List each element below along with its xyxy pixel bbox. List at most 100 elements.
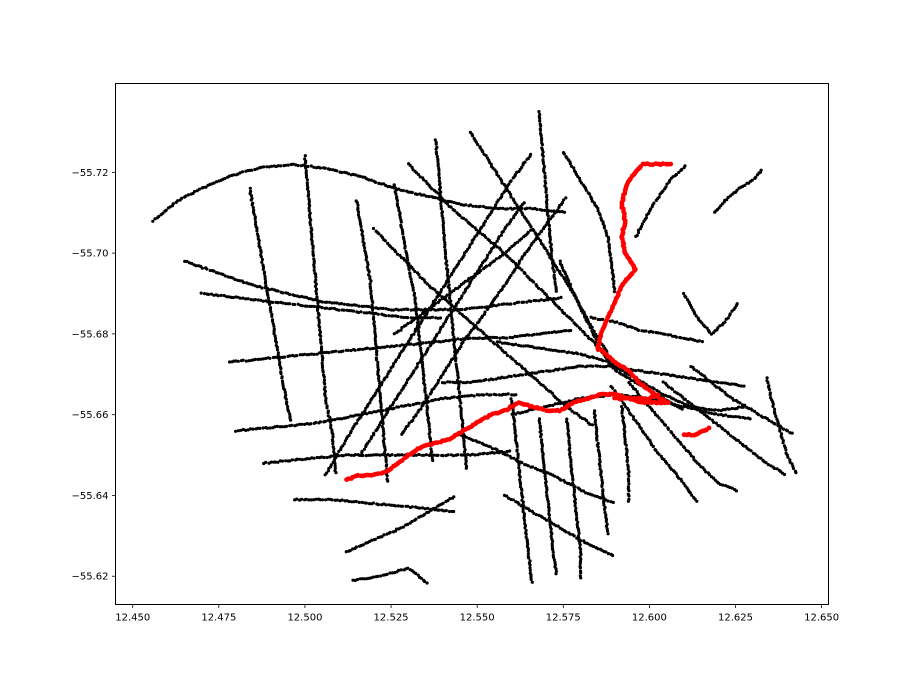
data-point (691, 404, 695, 408)
data-point (525, 300, 529, 304)
data-point (568, 443, 572, 447)
data-point (578, 327, 583, 331)
data-point (569, 460, 573, 464)
data-point (381, 429, 386, 433)
data-point (644, 329, 648, 333)
data-point (624, 453, 629, 457)
data-point (494, 203, 498, 207)
data-point (693, 497, 697, 501)
data-point (593, 420, 597, 424)
data-point (671, 334, 675, 338)
data-point (276, 164, 280, 168)
data-point (413, 269, 417, 274)
data-point (495, 170, 499, 174)
data-point (424, 194, 428, 198)
data-point (447, 301, 451, 305)
data-point (611, 500, 615, 504)
data-point (412, 293, 416, 297)
data-point (316, 301, 320, 305)
data-point (731, 415, 735, 419)
data-point (461, 425, 465, 429)
data-point (776, 421, 780, 425)
series-1 (344, 161, 712, 482)
data-point (278, 363, 282, 367)
data-point (270, 314, 274, 318)
data-point (382, 437, 386, 441)
data-point (581, 353, 585, 357)
data-point (515, 449, 519, 453)
data-point (353, 453, 357, 457)
data-point (463, 453, 467, 457)
data-point (307, 352, 311, 357)
data-point (400, 504, 405, 508)
data-point (208, 268, 212, 273)
data-point (601, 365, 605, 369)
data-point (622, 432, 627, 436)
data-point (288, 292, 292, 297)
data-point (373, 327, 377, 331)
data-point (686, 406, 691, 410)
data-point (481, 204, 485, 209)
data-point (659, 331, 663, 335)
data-point (730, 406, 734, 411)
data-point (433, 398, 438, 402)
data-point (340, 417, 344, 421)
data-point (498, 336, 502, 340)
data-point (416, 315, 420, 319)
data-point (379, 405, 383, 409)
data-point (467, 284, 471, 288)
data-point (590, 197, 594, 201)
data-point (538, 116, 542, 120)
data-point (419, 407, 423, 411)
data-point (332, 301, 337, 305)
data-point (286, 405, 290, 409)
data-point (306, 194, 310, 198)
data-point (578, 566, 583, 570)
data-point (652, 201, 656, 205)
data-point (574, 506, 578, 510)
data-point (438, 187, 442, 191)
data-point (568, 532, 572, 536)
data-point (312, 263, 316, 267)
data-point (581, 364, 585, 368)
data-point (252, 212, 256, 216)
data-point (548, 369, 553, 373)
data-point (651, 330, 655, 334)
data-point (459, 409, 463, 413)
data-point (439, 190, 443, 194)
data-point (743, 183, 747, 187)
data-point (428, 437, 433, 441)
data-point (716, 413, 721, 417)
data-point (567, 436, 571, 440)
data-point (402, 315, 406, 320)
data-point (411, 418, 415, 422)
data-point (693, 407, 697, 411)
data-point (471, 275, 476, 279)
data-point (613, 287, 617, 291)
data-point (248, 186, 252, 190)
data-point (410, 190, 414, 195)
data-point (456, 262, 460, 266)
data-point (440, 211, 444, 215)
data-point (655, 414, 659, 418)
data-point (507, 496, 511, 500)
data-point (394, 187, 398, 191)
data-point (519, 504, 523, 508)
data-point (425, 316, 430, 320)
data-point (447, 275, 451, 279)
data-point (326, 411, 330, 415)
data-point (569, 458, 573, 462)
data-point (508, 335, 512, 339)
data-point (570, 318, 574, 322)
data-point (441, 397, 445, 401)
data-point (365, 346, 369, 350)
data-point (422, 178, 426, 182)
data-point (367, 439, 371, 443)
data-point (322, 378, 327, 382)
data-point (376, 363, 380, 367)
data-point (530, 374, 534, 378)
data-point (367, 270, 371, 274)
data-point (466, 452, 470, 457)
data-point (399, 188, 403, 192)
data-point (494, 304, 498, 308)
